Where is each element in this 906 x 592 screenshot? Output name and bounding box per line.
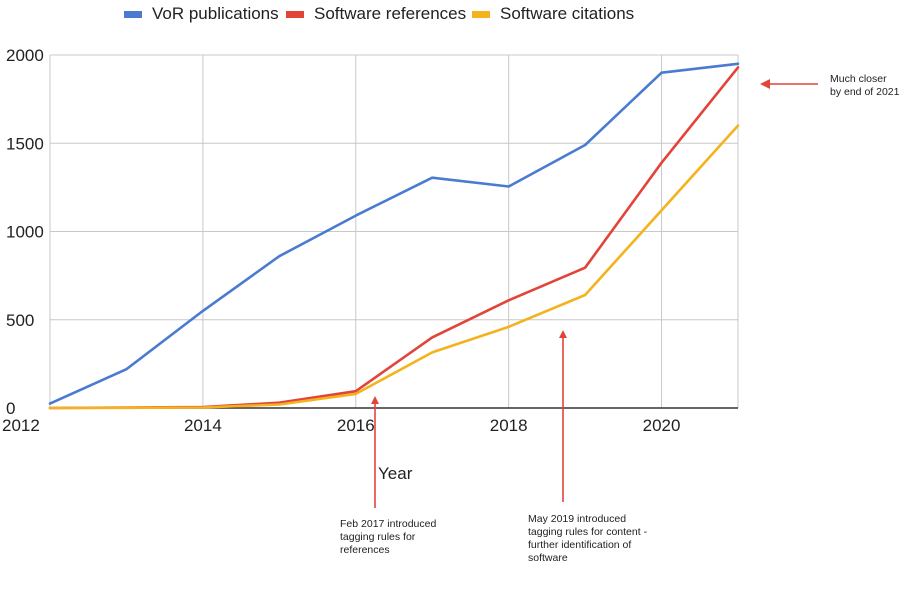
y-tick-label-2000: 2000: [6, 46, 44, 65]
annotation-may-2019: May 2019 introduced tagging rules for co…: [528, 513, 647, 565]
y-tick-label-1000: 1000: [6, 223, 44, 242]
annotation-feb-2017-line-2: tagging rules for: [340, 531, 416, 543]
legend-item-software-references: Software references: [286, 4, 466, 24]
x-tick-label-2012: 2012: [2, 416, 40, 435]
annotation-may-2019-line-2: tagging rules for content -: [528, 526, 648, 538]
x-axis-title: Year: [378, 464, 413, 483]
arrow-much-closer-head: [760, 79, 770, 89]
annotation-much-closer-line-2: by end of 2021: [830, 86, 900, 98]
legend-label-software-references: Software references: [314, 4, 467, 23]
legend-label-software-citations: Software citations: [500, 4, 635, 23]
y-tick-labels: 0 500 1000 1500 2000: [6, 46, 44, 418]
x-tick-label-2016: 2016: [337, 416, 375, 435]
legend-swatch-software-citations: [472, 10, 490, 18]
annotation-feb-2017-line-3: references: [340, 544, 390, 556]
annotation-may-2019-line-4: software: [528, 552, 568, 564]
x-tick-label-2014: 2014: [184, 416, 222, 435]
legend-swatch-software-references: [286, 10, 304, 18]
annotation-much-closer: Much closer by end of 2021: [830, 73, 899, 99]
arrow-may-2019-head: [559, 330, 567, 338]
y-tick-label-0: 0: [6, 399, 15, 418]
annotation-much-closer-line-1: Much closer: [830, 73, 887, 85]
legend-label-vor: VoR publications: [152, 4, 279, 23]
gridlines: [49, 54, 739, 408]
legend-item-vor: VoR publications: [124, 4, 279, 24]
annotation-feb-2017: Feb 2017 introduced tagging rules for re…: [340, 518, 436, 557]
annotation-arrows: [371, 79, 818, 508]
legend-item-software-citations: Software citations: [472, 4, 634, 24]
x-tick-labels: 2012 2014 2016 2018 2020: [2, 416, 680, 435]
annotation-feb-2017-line-1: Feb 2017 introduced: [340, 518, 437, 530]
x-tick-label-2020: 2020: [643, 416, 681, 435]
legend-swatch-vor: [124, 10, 142, 18]
series-line-vor-publications: [48, 62, 740, 405]
x-tick-label-2018: 2018: [490, 416, 528, 435]
y-tick-label-1500: 1500: [6, 134, 44, 153]
series-lines: [48, 62, 740, 410]
series-line-software-citations: [48, 124, 740, 410]
series-line-software-references: [48, 66, 740, 410]
arrow-feb-2017-head: [371, 396, 379, 404]
y-tick-label-500: 500: [6, 311, 34, 330]
annotation-may-2019-line-1: May 2019 introduced: [528, 513, 627, 525]
annotation-may-2019-line-3: further identification of: [528, 539, 632, 551]
